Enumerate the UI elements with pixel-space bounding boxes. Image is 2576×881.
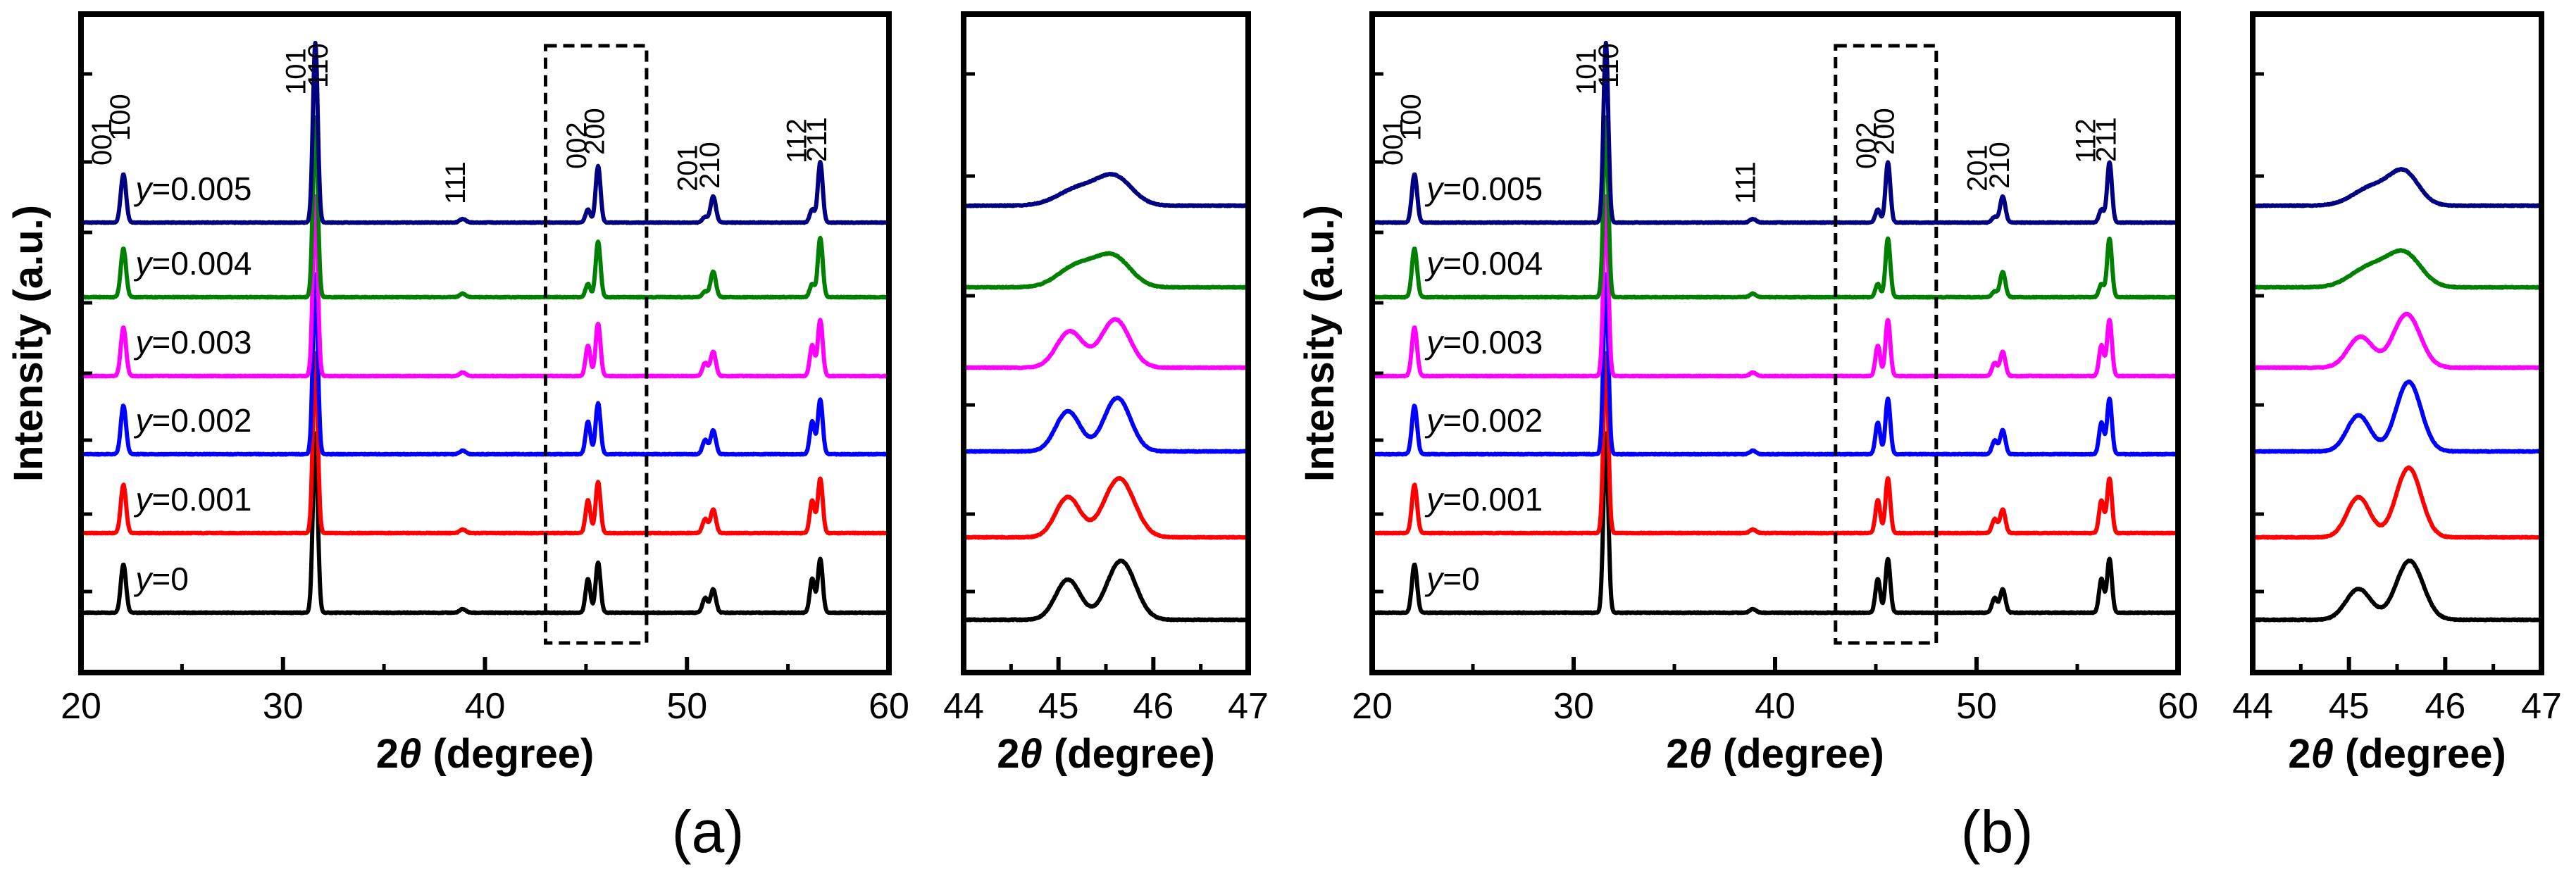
series-label: y=0.004 bbox=[133, 245, 251, 282]
inset-plot-a: 44 45 46 47 2θ (degree) bbox=[943, 11, 1269, 777]
inset-x-tick-label: 46 bbox=[1133, 686, 1174, 727]
hkl-label: 201 bbox=[1962, 144, 1993, 192]
series-label: y=0.004 bbox=[1424, 245, 1543, 282]
inset-series-line-y=0.002 bbox=[962, 395, 1250, 454]
hkl-label: 112 bbox=[2071, 118, 2102, 163]
hkl-label: 201 bbox=[673, 144, 704, 192]
series-line-y=0.004 bbox=[79, 115, 891, 300]
series-line-y=0.003 bbox=[79, 194, 891, 379]
hkl-label: 112 bbox=[781, 118, 812, 163]
hkl-label: 210 bbox=[1984, 142, 2015, 189]
inset-series-line-y=0.004 bbox=[2251, 248, 2544, 290]
series-label: y=0.002 bbox=[133, 402, 251, 439]
hkl-label: 101 bbox=[280, 48, 311, 95]
inset-x-tick-label: 44 bbox=[2232, 686, 2273, 727]
hkl-label: 111 bbox=[1730, 161, 1761, 204]
inset-x-tick-label: 47 bbox=[1228, 686, 1269, 727]
series-line-y=0.003 bbox=[1370, 194, 2180, 379]
hkl-label: 002 bbox=[1851, 122, 1882, 169]
x-tick-label: 20 bbox=[1352, 686, 1393, 727]
series-line-y=0.004 bbox=[1370, 115, 2180, 300]
hkl-label: 110 bbox=[1593, 43, 1624, 88]
inset-axes-frame bbox=[961, 11, 1251, 675]
hkl-label: 210 bbox=[695, 142, 726, 189]
series-label: y=0.001 bbox=[133, 481, 251, 518]
hkl-label: 200 bbox=[1869, 108, 1900, 155]
x-tick-label: 40 bbox=[1755, 686, 1796, 727]
hkl-label: 211 bbox=[802, 117, 833, 162]
x-axis-title: 2θ (degree) bbox=[376, 731, 595, 777]
hkl-label: 001 bbox=[87, 118, 118, 165]
inset-series-line-y=0.002 bbox=[2251, 379, 2544, 454]
main-plot-a: y=0 y=0.001 y=0.002 y=0.003 y=0.004 y=0.005 00… bbox=[6, 11, 909, 777]
series-label: y=0 bbox=[1424, 561, 1479, 597]
series-line-y=0.001 bbox=[79, 351, 891, 536]
x-tick-label: 40 bbox=[465, 686, 506, 727]
series-label: y=0.002 bbox=[1424, 402, 1543, 439]
inset-series-line-y=0 bbox=[2251, 558, 2544, 623]
inset-series-line-y=0.005 bbox=[962, 171, 1250, 208]
inset-region-box bbox=[544, 44, 649, 645]
inset-series-line-y=0.003 bbox=[962, 317, 1250, 370]
inset-series-line-y=0.005 bbox=[2251, 167, 2544, 208]
hkl-label: 101 bbox=[1571, 48, 1602, 95]
inset-region-box bbox=[1834, 44, 1939, 645]
hkl-label: 111 bbox=[440, 161, 471, 204]
x-tick-label: 20 bbox=[61, 686, 101, 727]
inset-plot-b: 44 45 46 47 2θ (degree) bbox=[2232, 11, 2562, 777]
series-label: y=0.005 bbox=[1424, 170, 1543, 207]
series-line-y=0.005 bbox=[79, 40, 891, 225]
x-tick-label: 50 bbox=[1956, 686, 1997, 727]
inset-x-axis-title: 2θ (degree) bbox=[997, 731, 1215, 777]
series-line-y=0 bbox=[1370, 431, 2180, 616]
x-tick-label: 30 bbox=[263, 686, 304, 727]
inset-series-line-y=0.003 bbox=[2251, 311, 2544, 370]
x-tick-label: 60 bbox=[869, 686, 909, 727]
hkl-label: 001 bbox=[1378, 118, 1409, 165]
y-axis-title: Intensity (a.u.) bbox=[1297, 205, 1343, 482]
inset-series-line-y=0 bbox=[962, 558, 1250, 623]
series-label: y=0.005 bbox=[133, 170, 251, 207]
hkl-label: 211 bbox=[2091, 117, 2122, 162]
inset-axes-frame bbox=[2250, 11, 2544, 675]
inset-x-tick-label: 47 bbox=[2521, 686, 2562, 727]
series-label: y=0.003 bbox=[1424, 324, 1543, 361]
inset-x-tick-label: 44 bbox=[943, 686, 984, 727]
series-line-y=0.002 bbox=[1370, 272, 2180, 457]
hkl-label: 110 bbox=[303, 43, 334, 88]
series-label: y=0.001 bbox=[1424, 481, 1543, 518]
inset-series-line-y=0.001 bbox=[962, 476, 1250, 540]
inset-x-tick-label: 45 bbox=[1038, 686, 1079, 727]
inset-series-line-y=0.001 bbox=[2251, 465, 2544, 540]
x-tick-label: 60 bbox=[2158, 686, 2198, 727]
hkl-label: 100 bbox=[1396, 94, 1427, 141]
x-tick-label: 50 bbox=[666, 686, 707, 727]
series-label: y=0.003 bbox=[133, 324, 251, 361]
panel-label: (b) bbox=[1961, 799, 2034, 865]
series-label: y=0 bbox=[133, 561, 188, 597]
inset-x-axis-title: 2θ (degree) bbox=[2288, 731, 2506, 777]
inset-series-line-y=0.004 bbox=[962, 251, 1250, 290]
series-line-y=0.001 bbox=[1370, 351, 2180, 536]
series-line-y=0.005 bbox=[1370, 40, 2180, 225]
hkl-label: 100 bbox=[105, 94, 136, 141]
hkl-label: 200 bbox=[580, 108, 611, 155]
x-tick-label: 30 bbox=[1553, 686, 1594, 727]
inset-x-tick-label: 46 bbox=[2425, 686, 2465, 727]
y-axis-title: Intensity (a.u.) bbox=[6, 205, 51, 482]
series-line-y=0.002 bbox=[79, 272, 891, 457]
panel-label: (a) bbox=[672, 799, 745, 865]
inset-x-tick-label: 45 bbox=[2329, 686, 2370, 727]
hkl-label: 002 bbox=[561, 122, 592, 169]
series-line-y=0 bbox=[79, 431, 891, 616]
x-axis-title: 2θ (degree) bbox=[1666, 731, 1884, 777]
main-plot-b: y=0 y=0.001 y=0.002 y=0.003 y=0.004 y=0.005 00… bbox=[1297, 11, 2198, 777]
